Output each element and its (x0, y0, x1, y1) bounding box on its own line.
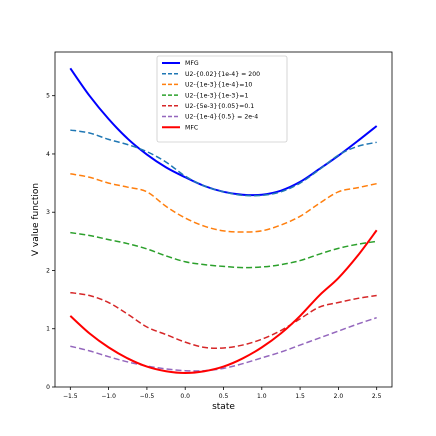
legend-entries: MFG U2-{0.02}{1e-4} = 200 U2-{1e-3}{1e-4}=… (162, 60, 260, 131)
series-line-4 (70, 231, 377, 269)
legend-box (156, 55, 288, 143)
legend: MFG U2-{0.02}{1e-4} = 200 U2-{1e-3}{1e-4}=… (156, 55, 288, 143)
x-tick-label: 0.0 (180, 393, 190, 400)
y-tick-label: 0 (46, 384, 50, 391)
x-axis-label: state (212, 402, 235, 412)
legend-label: U2-{1e-3}{1e-4}=10 (185, 82, 252, 89)
y-axis-label: V value function (31, 183, 41, 256)
legend-label: U2-{1e-3}{1e-3}=1 (185, 92, 248, 99)
legend-label: U2-{0.02}{1e-4} = 200 (185, 71, 260, 78)
y-tick-label: 2 (46, 267, 50, 274)
x-tick-label: 1.5 (295, 393, 305, 400)
x-tick-label: −1.0 (101, 393, 116, 400)
x-tick-label: 1.0 (257, 393, 267, 400)
series-line-5 (70, 291, 377, 349)
x-tick-label: −1.5 (63, 393, 78, 400)
x-tick-label: 2.5 (372, 393, 382, 400)
legend-label: U2-{1e-4}{0.5} = 2e-4 (185, 114, 258, 121)
y-axis: 0 1 2 3 4 5 (46, 93, 55, 391)
legend-label: MFG (185, 60, 199, 67)
y-tick-label: 5 (46, 93, 50, 100)
x-tick-label: 0.5 (219, 393, 229, 400)
x-tick-label: 2.0 (334, 393, 344, 400)
legend-label: U2-{5e-3}{0.05}=0.1 (185, 103, 254, 110)
series-line-3 (70, 173, 377, 233)
y-tick-label: 3 (46, 209, 50, 216)
series-layer (69, 67, 378, 375)
legend-label: MFC (185, 124, 198, 131)
y-tick-label: 1 (46, 326, 50, 333)
x-tick-label: −0.5 (140, 393, 155, 400)
series-line-2 (70, 129, 377, 197)
x-axis: −1.5 −1.0 −0.5 0.0 0.5 1.0 1.5 2.0 2.5 (63, 387, 382, 400)
series-line-6 (70, 316, 377, 372)
series-line-7 (69, 229, 378, 375)
y-tick-label: 4 (46, 151, 50, 158)
